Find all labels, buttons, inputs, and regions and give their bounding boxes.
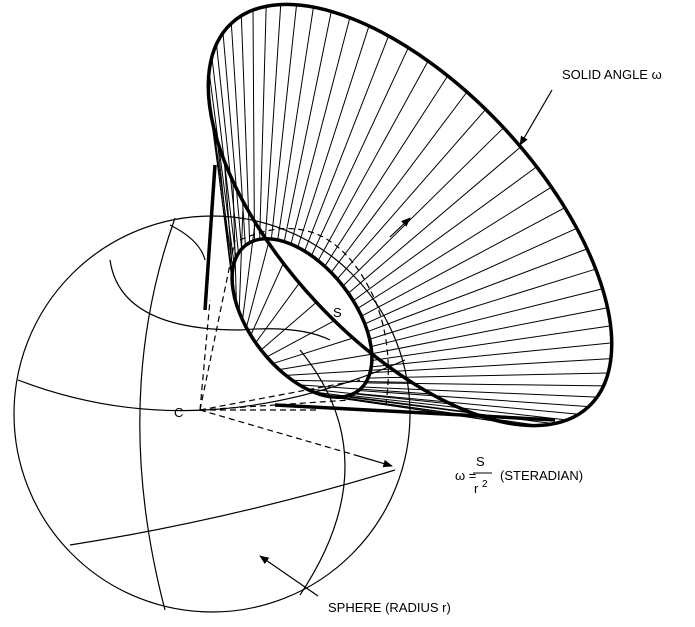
hatch-line	[255, 282, 300, 344]
hatch-line	[215, 44, 239, 254]
hatch-line	[259, 6, 267, 240]
hatch-line	[272, 337, 354, 365]
sphere-cap-edge	[239, 227, 389, 411]
formula-denominator: r	[474, 481, 479, 496]
hatch-line	[371, 342, 612, 368]
hatch-line	[352, 166, 537, 302]
large-ellipse	[206, 2, 614, 428]
solid-angle-label: SOLID ANGLE ω	[562, 67, 662, 82]
hatch-line	[297, 25, 370, 248]
hatch-line	[241, 222, 256, 320]
area-label: S	[333, 305, 342, 320]
hatch-line	[369, 358, 611, 374]
radius-line	[199, 399, 351, 411]
hatch-line	[264, 4, 282, 239]
hatch-line	[330, 91, 468, 273]
hatch-line	[283, 11, 332, 242]
radius-line	[199, 299, 211, 411]
formula-exponent: 2	[482, 479, 488, 490]
hatch-line	[266, 320, 335, 358]
hatch-line	[367, 248, 588, 333]
radius-line	[199, 239, 236, 411]
sphere-label: SPHERE (RADIUS r)	[328, 600, 451, 615]
hatch-line	[260, 301, 317, 351]
hatch-line	[326, 395, 507, 424]
hatch-line	[371, 325, 611, 361]
hatch-line	[310, 47, 409, 256]
center-label: C	[174, 405, 183, 420]
hatch-line	[354, 392, 579, 415]
hatch-line	[230, 23, 246, 246]
hatch-line	[285, 368, 392, 376]
hatch-line	[362, 386, 598, 398]
hatch-line	[324, 75, 449, 267]
hatch-line	[371, 307, 608, 355]
hatch-line	[208, 71, 235, 264]
radius-line	[199, 409, 356, 456]
radius-lines	[199, 227, 393, 468]
hatch-line	[306, 388, 452, 405]
hatch-line	[250, 263, 284, 336]
formula-unit: (STERADIAN)	[500, 468, 583, 483]
hatch-line	[277, 7, 314, 241]
hatch-line	[358, 389, 589, 408]
hatch-line	[245, 242, 270, 328]
hatch-line	[317, 60, 429, 261]
hatch-line	[304, 35, 390, 252]
formula-numerator: S	[476, 454, 485, 469]
hatch-line	[357, 186, 552, 309]
formula-lhs: ω =	[455, 468, 476, 483]
hatch-line	[290, 17, 351, 245]
hatch-line	[238, 201, 244, 313]
small-ellipse	[230, 236, 374, 400]
cone-edge	[274, 403, 556, 422]
hatch-line	[222, 32, 243, 250]
label-arrow	[259, 555, 319, 597]
hatch-line	[336, 109, 487, 280]
hatch-line	[369, 268, 596, 340]
hatch-line	[279, 353, 373, 371]
hatch-line	[313, 391, 471, 413]
hatch-line	[348, 146, 522, 294]
hatch-line	[270, 4, 298, 240]
hatch-line	[361, 207, 566, 317]
hatch-line	[365, 382, 604, 387]
hatch-line	[370, 288, 603, 348]
hatch-line	[342, 127, 504, 287]
hatch-line	[252, 10, 255, 241]
cone-edge	[203, 164, 217, 311]
hatch-line	[364, 227, 577, 325]
direction-arrow	[389, 217, 411, 238]
radius-arrow	[354, 454, 393, 468]
hatch-line	[299, 384, 432, 395]
radius-line	[199, 379, 361, 411]
hatch-line	[240, 15, 251, 243]
hatch-line	[368, 372, 609, 379]
cone	[203, 2, 614, 428]
label-arrow	[519, 89, 553, 146]
